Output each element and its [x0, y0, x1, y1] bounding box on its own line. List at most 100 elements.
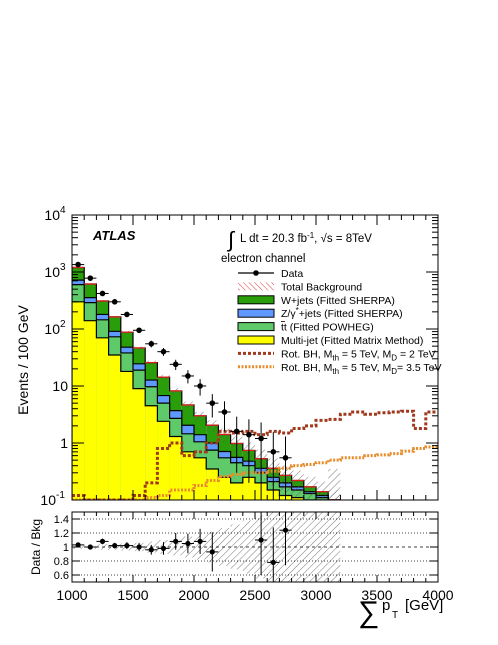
- data-point: [111, 299, 118, 305]
- luminosity-label: ∫ L dt = 20.3 fb-1, √s = 8TeV: [226, 227, 372, 252]
- ratio-y-tick-label: 1.2: [54, 528, 69, 540]
- ratio-y-tick-label: 0.6: [54, 570, 69, 582]
- legend-swatch: [237, 295, 275, 305]
- ratio-point: [124, 543, 130, 549]
- ratio-y-tick-label: 1.4: [54, 514, 69, 526]
- x-tick-label: 2500: [239, 587, 270, 603]
- data-point: [99, 290, 106, 297]
- ratio-y-ticks: 0.6 0.8 1 1.2 1.4: [54, 514, 438, 582]
- uncertainty-hatch: [316, 481, 329, 500]
- bar-multijet: [230, 482, 243, 500]
- legend-label: Data: [281, 268, 303, 280]
- uncertainty-hatch: [291, 470, 304, 498]
- y-tick-exponent: -1: [56, 490, 65, 501]
- y-tick-label: 10: [44, 321, 60, 337]
- legend-item-multijet: Multi-jet (Fitted Matrix Method): [237, 335, 423, 347]
- legend-label: Multi-jet (Fitted Matrix Method): [281, 335, 423, 347]
- data-point: [209, 400, 216, 406]
- total-background-band: [72, 266, 341, 500]
- data-point: [75, 261, 81, 268]
- legend-data-marker: [253, 270, 259, 276]
- bar-multijet: [84, 320, 97, 500]
- bar-multijet: [291, 497, 304, 500]
- x-axis-label-unit: [GeV]: [405, 597, 443, 614]
- legend-label: Total Background: [281, 281, 362, 293]
- legend-label: Rot. BH, Mth = 5 TeV, MD = 2 TeV: [281, 348, 436, 362]
- bar-multijet: [145, 405, 158, 500]
- signal-bh-2tev-line: [72, 409, 438, 500]
- ratio-point: [112, 543, 118, 549]
- ratio-point: [173, 538, 179, 545]
- data-point: [270, 449, 277, 455]
- x-axis-label-p: p: [382, 597, 390, 614]
- legend-swatch: [237, 308, 275, 318]
- legend-item-ttbar: tt (Fitted POWHEG): [237, 321, 374, 334]
- ratio-point: [270, 559, 276, 566]
- legend-item-zjets: Z/γ*+jets (Fitted SHERPA): [237, 306, 403, 320]
- bar-multijet: [218, 477, 231, 500]
- atlas-label: ATLAS: [92, 228, 136, 243]
- x-tick-label: 2000: [178, 587, 209, 603]
- y-tick-exponent: 2: [60, 319, 66, 330]
- ratio-point: [160, 545, 167, 552]
- ratio-point: [87, 544, 93, 550]
- bar-multijet: [96, 337, 109, 500]
- data-point: [197, 383, 203, 389]
- legend-item-bh2: Rot. BH, Mth = 5 TeV, MD= 3.5 TeV: [238, 362, 442, 376]
- bar-multijet: [206, 468, 219, 500]
- x-tick-label: 3000: [300, 587, 331, 603]
- data-point: [160, 348, 167, 355]
- data-point: [87, 275, 94, 281]
- bar-multijet: [169, 436, 182, 500]
- legend-label: tt (Fitted POWHEG): [281, 322, 374, 334]
- legend-item-bh1: Rot. BH, Mth = 5 TeV, MD = 2 TeV: [238, 348, 436, 362]
- y-tick-exponent: 4: [60, 205, 66, 216]
- data-point: [233, 428, 240, 435]
- ratio-y-axis-label: Data / Bkg: [29, 519, 43, 575]
- x-axis-sum-symbol: ∑: [358, 596, 379, 629]
- data-point: [124, 311, 130, 318]
- legend-swatch: [237, 322, 275, 332]
- ratio-point: [99, 538, 106, 545]
- legend-total-swatch: [238, 282, 274, 291]
- y-tick-label: 1: [60, 435, 68, 451]
- x-axis-label: ∑ p T [GeV]: [358, 596, 443, 629]
- ratio-point: [148, 547, 154, 553]
- data-point: [148, 340, 155, 347]
- ratio-uncertainty-hatch: [303, 512, 316, 582]
- legend-item-wjets: W+jets (Fitted SHERPA): [237, 295, 395, 307]
- ratio-uncertainty-hatch: [291, 512, 304, 582]
- legend-label: Z/γ*+jets (Fitted SHERPA): [281, 306, 403, 320]
- x-tick-label: 4000: [422, 587, 453, 603]
- x-tick-label: 1500: [117, 587, 148, 603]
- legend-swatch: [237, 335, 275, 345]
- x-tick-label: 1000: [56, 587, 87, 603]
- bar-multijet: [157, 421, 170, 500]
- data-point: [172, 361, 179, 368]
- luminosity-text: L dt = 20.3 fb-1, √s = 8TeV: [240, 231, 372, 245]
- legend-label: Rot. BH, Mth = 5 TeV, MD= 3.5 TeV: [281, 362, 442, 376]
- ratio-point: [258, 537, 264, 543]
- main-y-axis-label: Events / 100 GeV: [15, 304, 31, 414]
- ratio-plot: [72, 512, 438, 582]
- data-point: [282, 454, 289, 461]
- ratio-plot-area: [72, 512, 438, 582]
- bar-multijet: [120, 371, 133, 500]
- ratio-uncertainty-hatch: [328, 512, 341, 582]
- ratio-point: [136, 544, 142, 550]
- data-points: [72, 261, 292, 500]
- channel-label: electron channel: [221, 253, 305, 265]
- ratio-uncertainty-hatch: [316, 512, 329, 582]
- legend-item-data: Data: [238, 268, 303, 280]
- y-tick-label: 10: [52, 378, 68, 394]
- uncertainty-hatch: [328, 468, 341, 500]
- x-axis-label-sub: T: [392, 610, 398, 621]
- ratio-y-tick-label: 0.8: [54, 556, 69, 568]
- data-point: [246, 431, 252, 438]
- data-point: [136, 327, 142, 334]
- legend-item-total: Total Background: [238, 281, 362, 293]
- ratio-point: [282, 527, 289, 533]
- ratio-point: [75, 542, 81, 548]
- bar-multijet: [181, 451, 194, 500]
